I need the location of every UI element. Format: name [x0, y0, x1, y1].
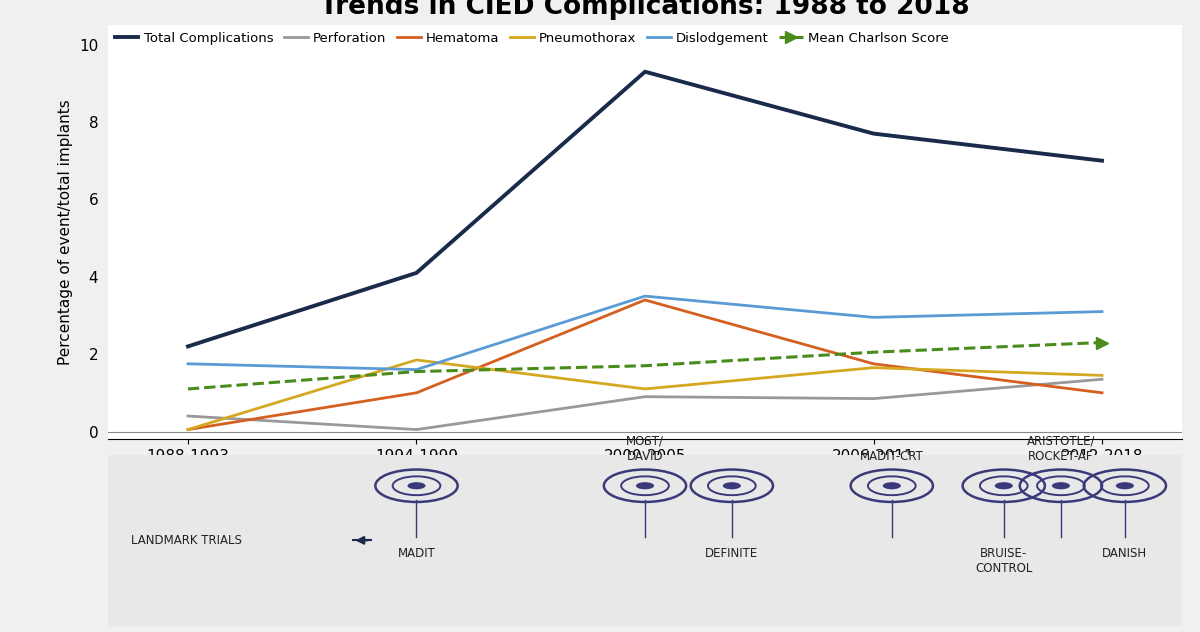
Bar — [108, 455, 1182, 626]
Ellipse shape — [636, 482, 654, 489]
Text: BRUISE-
CONTROL: BRUISE- CONTROL — [976, 547, 1032, 575]
Ellipse shape — [995, 482, 1013, 489]
Ellipse shape — [883, 482, 901, 489]
Text: ARISTOTLE/
ROCKET-AF: ARISTOTLE/ ROCKET-AF — [1027, 435, 1096, 463]
Title: Trends in CIED Complications: 1988 to 2018: Trends in CIED Complications: 1988 to 20… — [320, 0, 970, 20]
Y-axis label: Percentage of event/total implants: Percentage of event/total implants — [59, 99, 73, 365]
Ellipse shape — [408, 482, 426, 489]
Legend: Total Complications, Perforation, Hematoma, Pneumothorax, Dislodgement, Mean Cha: Total Complications, Perforation, Hemato… — [114, 32, 949, 45]
Text: MADIT: MADIT — [397, 547, 436, 560]
Ellipse shape — [722, 482, 740, 489]
Text: MADIT-CRT: MADIT-CRT — [860, 450, 924, 463]
Text: DEFINITE: DEFINITE — [706, 547, 758, 560]
Text: MOST/
DAVID: MOST/ DAVID — [626, 435, 664, 463]
Ellipse shape — [1116, 482, 1134, 489]
Text: LANDMARK TRIALS: LANDMARK TRIALS — [131, 534, 241, 547]
Ellipse shape — [1052, 482, 1070, 489]
Text: DANISH: DANISH — [1103, 547, 1147, 560]
